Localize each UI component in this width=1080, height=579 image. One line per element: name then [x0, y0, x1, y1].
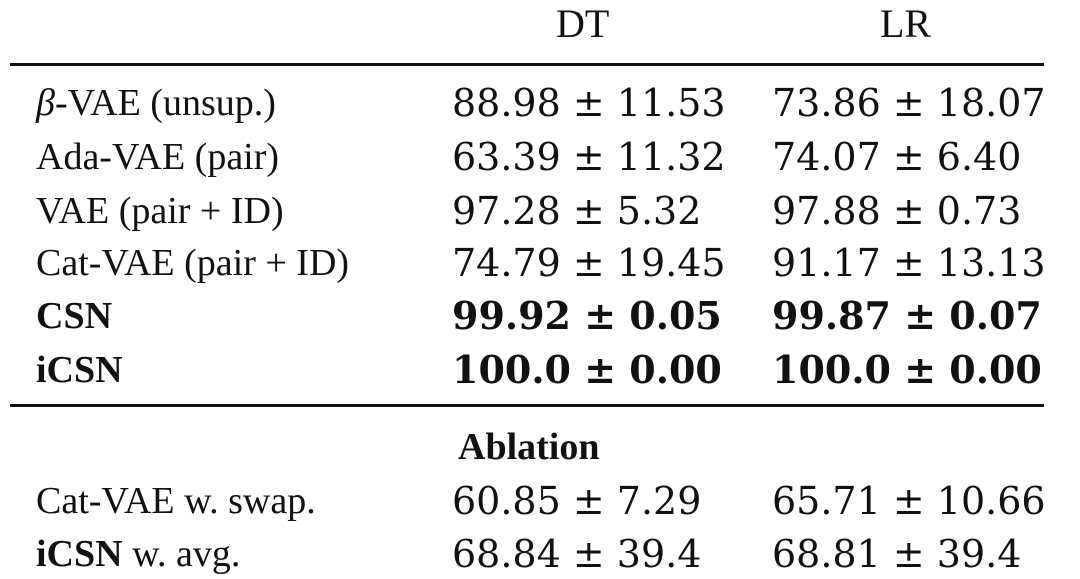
row-method-label: -VAE (unsup.)	[54, 82, 276, 124]
ablation-dt-value: 68.84 ± 39.4	[452, 532, 702, 576]
row-lr-value: 73.86 ± 18.07	[772, 81, 1046, 125]
ablation-row-method: Cat-VAE w. swap.	[36, 482, 316, 520]
ablation-method-suffix: w. swap.	[174, 480, 316, 522]
row-method: β-VAE (unsup.)	[36, 84, 276, 122]
ablation-dt-value: 60.85 ± 7.29	[452, 479, 702, 523]
top-rule	[10, 63, 1044, 66]
row-lr-value: 97.88 ± 0.73	[772, 189, 1022, 233]
mid-rule	[10, 404, 1044, 407]
ablation-method-prefix: Cat-VAE	[36, 480, 175, 522]
column-header-dt: DT	[556, 1, 610, 46]
row-method-bold: iCSN	[36, 349, 123, 391]
row-lr-value-bold: 99.87 ± 0.07	[772, 293, 1042, 338]
ablation-lr-value: 65.71 ± 10.66	[772, 479, 1046, 523]
ablation-lr-value: 68.81 ± 39.4	[772, 532, 1022, 576]
row-dt-value: 63.39 ± 11.32	[452, 135, 726, 179]
row-lr-value: 74.07 ± 6.40	[772, 135, 1022, 179]
ablation-title: Ablation	[458, 426, 600, 468]
row-dt-value-bold: 100.0 ± 0.00	[452, 347, 722, 392]
row-method: VAE (pair + ID)	[36, 190, 284, 232]
row-dt-value: 74.79 ± 19.45	[452, 241, 726, 285]
ablation-method-prefix-bold: iCSN	[36, 533, 123, 575]
ablation-row-method: iCSN w. avg.	[36, 535, 240, 573]
beta-symbol: β	[36, 82, 55, 124]
row-method-bold: CSN	[36, 295, 113, 337]
ablation-method-suffix: w. avg.	[122, 533, 241, 575]
row-dt-value: 88.98 ± 11.53	[452, 81, 726, 125]
row-lr-value-bold: 100.0 ± 0.00	[772, 347, 1042, 392]
row-dt-value: 97.28 ± 5.32	[452, 189, 702, 233]
row-dt-value-bold: 99.92 ± 0.05	[452, 293, 722, 338]
row-lr-value: 91.17 ± 13.13	[772, 241, 1046, 285]
row-method: Cat-VAE (pair + ID)	[36, 242, 350, 284]
row-method: Ada-VAE (pair)	[36, 136, 280, 178]
column-header-lr: LR	[880, 1, 932, 46]
